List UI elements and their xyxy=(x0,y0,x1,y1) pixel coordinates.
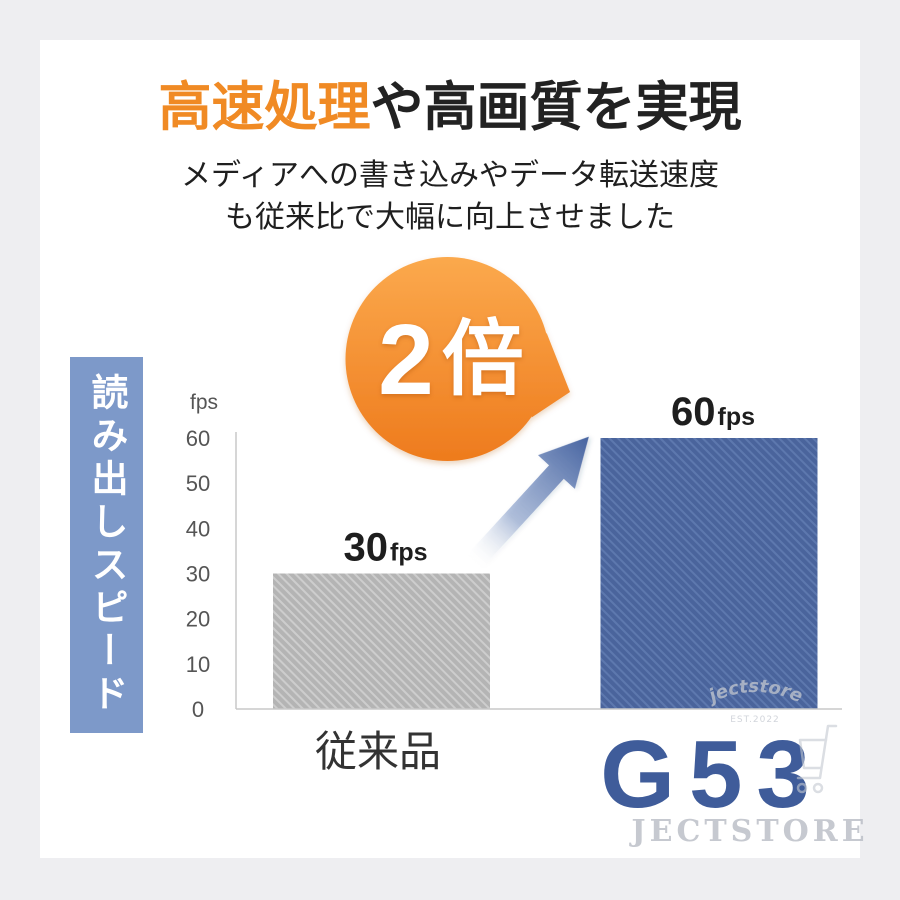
arrow-up-right-icon xyxy=(466,436,589,569)
category-label-conventional: 従来品 xyxy=(314,727,441,776)
value-label-conventional: 30fps xyxy=(344,526,428,570)
value-label-g53: 60fps xyxy=(671,390,755,434)
value-label-number: 30 xyxy=(344,526,389,570)
product-name-label: G53 xyxy=(600,721,824,828)
y-axis-title: 読み出しスピード xyxy=(85,373,128,717)
value-label-unit: fps xyxy=(390,539,428,567)
y-tick-label: 40 xyxy=(186,516,210,541)
badge-bubble xyxy=(345,257,570,461)
y-tick-label: 30 xyxy=(186,562,210,587)
bar-conventional xyxy=(273,573,490,709)
y-tick-label: 60 xyxy=(186,426,210,451)
headline-rest: や高画質を実現 xyxy=(370,77,742,138)
badge-number: 2 xyxy=(378,304,434,416)
y-tick-label: 50 xyxy=(186,471,210,496)
value-label-unit: fps xyxy=(718,403,756,431)
y-axis-unit-label: fps xyxy=(190,391,218,414)
headline-highlight: 高速処理 xyxy=(158,77,371,138)
y-tick-label: 20 xyxy=(186,607,210,632)
bar-g53 xyxy=(600,438,818,709)
subtitle-line-2: も従来比で大幅に向上させました xyxy=(225,200,675,235)
y-tick-label: 0 xyxy=(192,697,204,722)
y-tick-label: 10 xyxy=(186,652,210,677)
badge-unit: 倍 xyxy=(441,312,524,407)
y-tick-labels: 0 10 20 30 40 50 60 xyxy=(186,426,210,722)
bar-layer xyxy=(273,438,818,709)
headline: 高速処理や高画質を実現 xyxy=(0,76,900,140)
y-axis-title-box: 読み出しスピード xyxy=(70,357,143,733)
value-label-number: 60 xyxy=(671,390,716,434)
badge-bubble-circle xyxy=(345,257,550,461)
subtitle-line-1: メディアへの書き込みやデータ転送速度 xyxy=(181,158,719,193)
